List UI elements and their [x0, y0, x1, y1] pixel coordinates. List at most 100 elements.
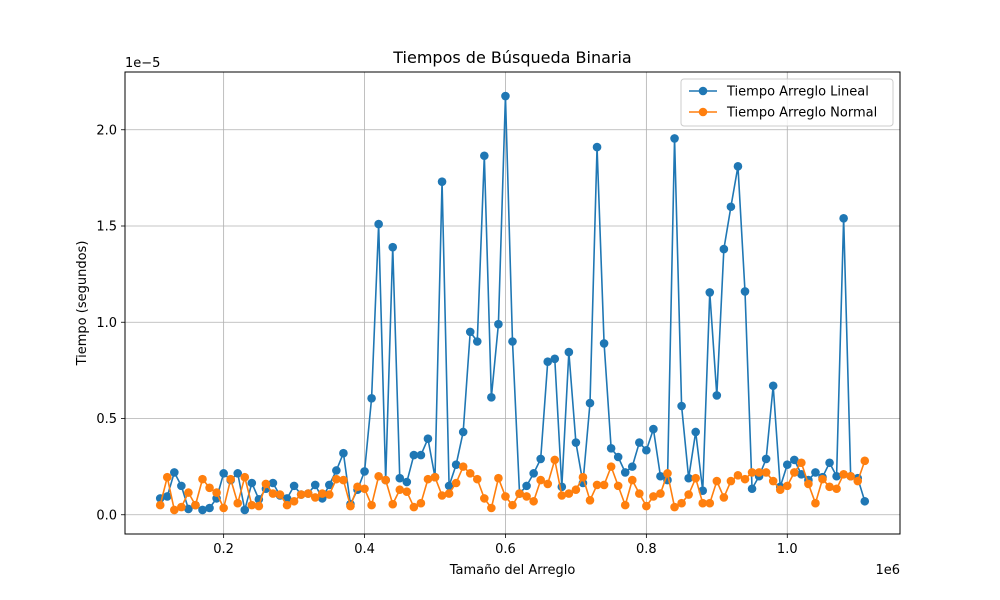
data-point: [825, 482, 834, 492]
data-point: [374, 471, 383, 481]
data-point: [592, 480, 602, 490]
y-tick-label: 0.0: [96, 508, 117, 523]
data-point: [191, 500, 200, 510]
data-point: [782, 460, 792, 470]
data-point: [747, 484, 757, 494]
data-point: [670, 134, 679, 143]
data-point: [606, 444, 616, 453]
data-point: [360, 484, 369, 494]
series-2: [155, 455, 870, 515]
data-point: [733, 162, 743, 171]
data-point: [719, 493, 729, 502]
data-point: [790, 455, 799, 465]
data-point: [853, 476, 863, 486]
data-point: [388, 242, 398, 252]
data-point: [719, 244, 729, 254]
data-point: [656, 471, 665, 481]
y-tick-label: 0.5: [96, 412, 117, 427]
x-axis-ticks: 0.2 0.4 0.6 0.8 1.0: [213, 534, 798, 557]
data-point: [705, 288, 715, 297]
data-point: [162, 472, 172, 482]
data-point: [599, 480, 609, 490]
data-point: [775, 485, 785, 495]
data-point: [782, 481, 792, 491]
data-point: [212, 488, 221, 497]
legend-label: Tiempo Arreglo Lineal: [726, 85, 869, 100]
data-point: [240, 505, 250, 515]
legend: Tiempo Arreglo Lineal Tiempo Arreglo Norm…: [680, 78, 894, 127]
data-point: [437, 177, 447, 187]
data-point: [198, 474, 207, 484]
chart-title: Tiempos de Búsqueda Binaria: [392, 48, 631, 67]
plot-frame: [124, 71, 901, 535]
x-tick-label: 0.4: [354, 542, 375, 557]
data-point: [832, 484, 841, 494]
x-tick-label: 0.8: [636, 542, 657, 557]
data-point: [416, 450, 426, 460]
data-point: [804, 479, 813, 489]
data-point: [740, 474, 750, 484]
data-point: [522, 492, 531, 501]
data-point: [726, 202, 736, 212]
data-point: [832, 471, 841, 481]
data-point: [444, 481, 454, 491]
x-tick-label: 1.0: [777, 542, 798, 557]
data-point: [529, 469, 538, 478]
data-point: [712, 476, 722, 486]
legend-label: Tiempo Arreglo Normal: [726, 106, 877, 121]
data-point: [543, 479, 553, 489]
data-point: [846, 471, 855, 481]
data-point: [268, 478, 278, 488]
series-layer: [155, 91, 870, 515]
data-point: [656, 489, 665, 498]
data-point: [635, 438, 644, 447]
data-point: [599, 339, 609, 348]
data-point: [754, 468, 764, 477]
data-point: [339, 448, 348, 458]
data-point: [564, 347, 574, 357]
data-point: [480, 494, 489, 503]
y-axis-offset-label: 1e−5: [125, 56, 160, 71]
data-point: [501, 91, 510, 101]
data-point: [444, 489, 454, 498]
data-point: [571, 485, 581, 495]
data-point: [458, 462, 468, 471]
data-point: [219, 503, 228, 513]
data-point: [395, 485, 405, 495]
data-point: [811, 468, 820, 477]
y-tick-label: 1.5: [96, 220, 117, 235]
data-point: [437, 491, 447, 500]
data-point: [747, 468, 757, 477]
data-point: [310, 480, 320, 490]
data-point: [684, 473, 693, 483]
data-point: [797, 470, 806, 479]
data-point: [550, 455, 560, 465]
data-point: [839, 470, 848, 479]
data-point: [649, 424, 658, 434]
y-tick-label: 1.0: [96, 316, 117, 331]
data-point: [472, 474, 482, 484]
data-point: [670, 502, 679, 512]
data-point: [818, 474, 827, 484]
data-point: [606, 462, 616, 471]
data-point: [451, 478, 461, 488]
data-point: [508, 500, 517, 510]
data-point: [649, 492, 658, 501]
data-point: [797, 458, 806, 468]
data-point: [282, 500, 292, 510]
data-point: [522, 481, 531, 491]
data-point: [613, 452, 623, 462]
data-point: [402, 477, 412, 487]
data-point: [761, 468, 771, 477]
data-point: [480, 151, 489, 161]
data-point: [367, 500, 376, 510]
data-point: [184, 488, 193, 497]
data-point: [642, 501, 651, 511]
data-point: [451, 460, 461, 470]
data-point: [557, 491, 567, 500]
data-point: [367, 393, 376, 403]
data-point: [233, 469, 243, 478]
data-point: [332, 466, 341, 475]
data-point: [550, 354, 560, 364]
